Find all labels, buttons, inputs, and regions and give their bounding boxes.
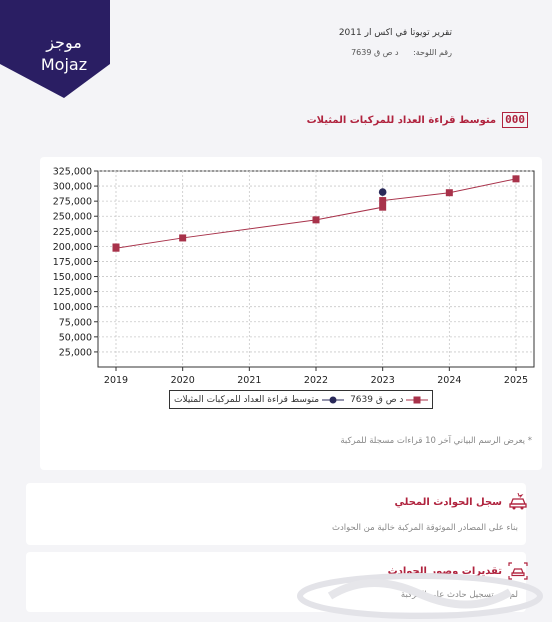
legend-item-plate: د ص ق 7639 [350,394,429,405]
report-header: تقرير تويوتا في اكس ار 2011 رقم اللوحة: … [152,28,452,57]
y-tick-label: 50,000 [59,332,92,343]
x-tick-label: 2025 [504,375,528,386]
mileage-section-title: 000 متوسط قراءة العداد للمركبات المثيلات [307,112,528,128]
mileage-chart: 25,000 50,000 75,000 100,000 125,000 150,000 1… [53,167,535,386]
legend-label-plate: د ص ق 7639 [350,394,404,405]
local-accidents-title-text: سجل الحوادث المحلي [394,496,503,508]
local-accidents-text: بناء على المصادر الموثوقة المركبة خالية … [331,523,518,533]
data-point-square [512,175,520,183]
odometer-digits: 000 [505,113,525,126]
y-tick-label: 250,000 [53,212,92,223]
data-point-circle [378,188,387,196]
chart-note: * يعرض الرسم البياني آخر 10 قراءات مسجلة… [340,436,532,446]
y-tick-label: 300,000 [53,182,92,193]
legend-square-marker-icon [406,396,429,403]
odometer-icon: 000 [502,112,528,128]
x-tick-label: 2024 [437,375,461,386]
mileage-title-text: متوسط قراءة العداد للمركبات المثيلات [306,114,497,126]
y-tick-label: 150,000 [53,272,92,283]
mileage-chart-card: 25,000 50,000 75,000 100,000 125,000 150,000 1… [40,157,542,470]
accident-estimates-title-text: تقديرات وصور الحوادث [387,565,502,577]
watermark-logo [297,573,543,619]
y-tick-label: 325,000 [53,167,92,178]
plate-value: د ص ق 7639 [351,48,399,57]
legend-circle-marker-icon [322,396,345,403]
series-line [115,178,517,249]
y-tick-label: 175,000 [53,257,92,268]
legend-item-average: متوسط قراءة العداد للمركبات المثيلات [174,394,345,405]
y-tick-label: 125,000 [53,287,92,298]
x-tick-label: 2019 [104,375,128,386]
logo-hexagon [0,0,110,98]
car-photo-icon [508,562,528,580]
data-point-square [379,203,387,211]
y-tick-label: 75,000 [59,317,92,328]
x-tick-label: 2022 [304,375,328,386]
local-accidents-title: سجل الحوادث المحلي [395,493,529,511]
y-tick-label: 275,000 [53,197,92,208]
y-tick-label: 25,000 [59,347,92,358]
plate-info: رقم اللوحة: د ص ق 7639 [152,48,452,57]
legend-label-average: متوسط قراءة العداد للمركبات المثيلات [174,394,320,405]
logo-arabic-text: موجز [45,33,82,53]
data-point-square [445,189,453,197]
data-point-square [312,216,320,224]
y-tick-label: 200,000 [53,242,92,253]
car-crash-icon [509,493,527,510]
data-point-square [379,197,387,205]
data-point-square [179,234,187,242]
x-tick-label: 2023 [371,375,395,386]
x-tick-label: 2021 [237,375,261,386]
logo-latin-text: Mojaz [41,55,87,74]
report-title: تقرير تويوتا في اكس ار 2011 [338,28,452,38]
x-tick-label: 2020 [171,375,195,386]
chart-legend: د ص ق 7639 متوسط قراءة العداد للمركبات ا… [169,390,434,409]
accident-estimates-title: تقديرات وصور الحوادث [388,562,528,580]
local-accidents-card [26,483,526,545]
y-tick-label: 100,000 [53,302,92,313]
mojaz-logo: موجز Mojaz [0,0,110,100]
y-tick-label: 225,000 [53,227,92,238]
accident-estimates-text: لم يتم تسجيل حادث على المركبة [400,590,518,600]
plate-label: رقم اللوحة: [413,48,452,57]
data-point-square [112,244,120,252]
